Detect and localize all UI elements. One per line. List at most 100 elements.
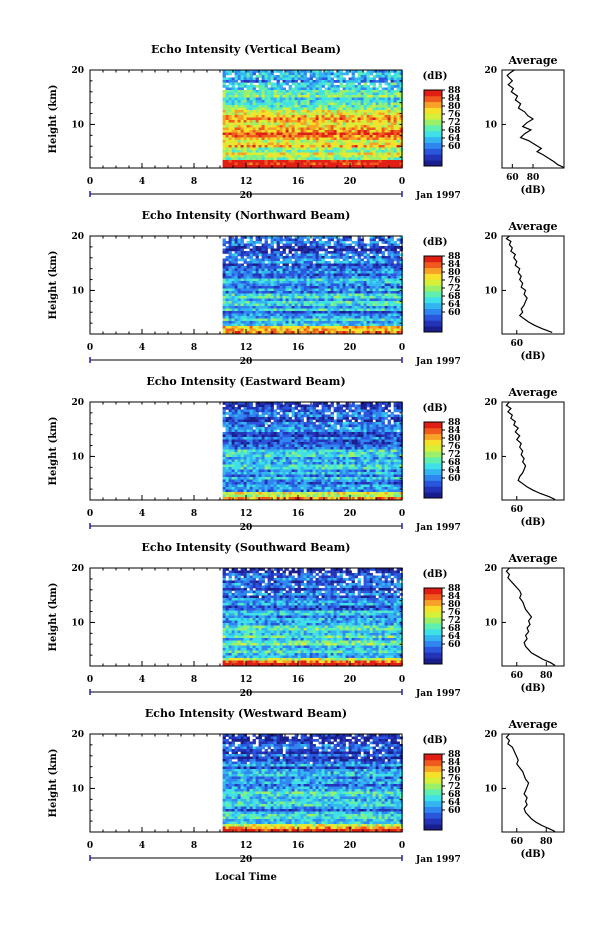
heatmap-cell [288,328,292,332]
heatmap-cell [333,125,337,128]
heatmap-cell [366,291,370,294]
heatmap-cell [336,273,340,277]
heatmap-cell [288,241,292,244]
heatmap-cell [261,115,265,118]
heatmap-cell [288,125,292,128]
heatmap-cell [363,155,367,158]
heatmap-cell [378,283,382,287]
heatmap-cell [279,246,283,249]
heatmap-cell [297,107,301,111]
heatmap-cell [309,298,313,302]
heatmap-cell [369,165,373,168]
heatmap-cell [330,266,334,269]
heatmap-cell [294,165,298,168]
heatmap-cell [303,87,307,91]
heatmap-cell [318,306,322,309]
heatmap-cell [228,318,232,322]
heatmap-cell [231,311,235,314]
heatmap-cell [282,137,286,141]
heatmap-cell [342,266,346,269]
heatmap-cell [279,102,283,106]
heatmap-cell [303,82,307,86]
heatmap-cell [291,323,295,327]
heatmap-cell [330,162,334,166]
heatmap-cell [378,273,382,277]
heatmap-cell [366,110,370,113]
heatmap-cell [246,105,250,108]
heatmap-cell [300,261,304,264]
heatmap-cell [291,87,295,91]
heatmap-cell [237,248,241,252]
heatmap-cell [348,147,352,151]
heatmap-cell [276,323,280,327]
heatmap-cell [393,291,397,294]
heatmap-cell [285,125,289,128]
heatmap-cell [276,311,280,314]
heatmap-cell [396,160,400,163]
heatmap-cell [360,145,364,148]
heatmap-cell [345,70,349,73]
heatmap-cell [375,296,379,299]
heatmap-cell [273,92,277,96]
heatmap-cell [243,271,247,274]
heatmap-cell [321,82,325,86]
heatmap-cell [306,80,310,83]
heatmap-cell [357,258,361,262]
colorbar-swatch [424,154,442,161]
heatmap-cell [288,236,292,239]
heatmap-cell [252,77,256,81]
heatmap-cell [369,97,373,101]
heatmap-cell [342,261,346,264]
heatmap-cell [396,263,400,267]
heatmap-cell [261,72,265,76]
heatmap-cell [288,301,292,304]
heatmap-cell [282,283,286,287]
heatmap-cell [237,326,241,329]
heatmap-cell [225,107,229,111]
heatmap-cell [297,72,301,76]
heatmap-cell [231,95,235,98]
heatmap-cell [336,155,340,158]
heatmap-cell [399,286,403,289]
heatmap-cell [318,87,322,91]
heatmap-cell [351,301,355,304]
heatmap-cell [276,328,280,332]
heatmap-cell [294,281,298,284]
heatmap-cell [339,407,343,410]
heatmap-cell [273,296,277,299]
heatmap-cell [294,306,298,309]
heatmap-cell [267,404,271,408]
heatmap-cell [378,130,382,133]
heatmap-cell [378,271,382,274]
heatmap-cell [297,313,301,317]
heatmap-cell [396,112,400,116]
heatmap-cell [243,125,247,128]
heatmap-cell [357,110,361,113]
heatmap-cell [384,160,388,163]
heatmap-cell [222,281,226,284]
heatmap-cell [315,130,319,133]
heatmap-cell [315,90,319,93]
heatmap-cell [240,308,244,312]
heatmap-cell [387,162,391,166]
heatmap-cell [363,283,367,287]
heatmap-cell [387,75,391,78]
heatmap-cell [399,266,403,269]
heatmap-cell [261,278,265,282]
heatmap-cell [390,100,394,103]
heatmap-cell [273,140,277,143]
heatmap-cell [297,130,301,133]
heatmap-cell [240,251,244,254]
heatmap-cell [336,165,340,168]
heatmap-cell [381,155,385,158]
heatmap-cell [258,107,262,111]
heatmap-cell [288,316,292,319]
heatmap-cell [372,291,376,294]
heatmap-cell [327,331,331,334]
heatmap-cell [333,140,337,143]
heatmap-cell [339,95,343,98]
heatmap-cell [354,283,358,287]
heatmap-cell [336,296,340,299]
heatmap-cell [369,298,373,302]
heatmap-cell [240,273,244,277]
